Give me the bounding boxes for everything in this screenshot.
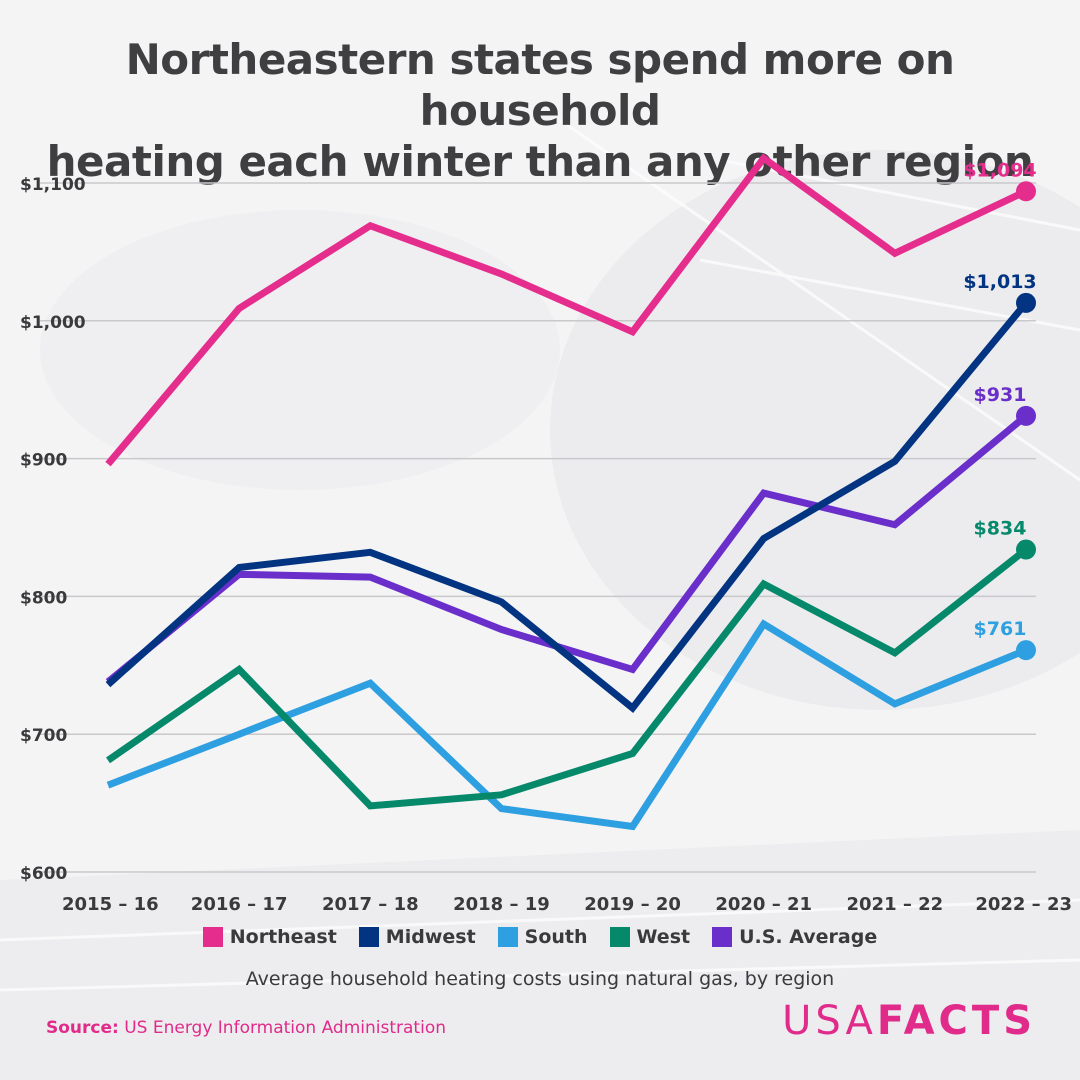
legend-swatch-midwest: [358, 927, 379, 947]
series-end-label-northeast: $1,094: [963, 159, 1036, 181]
series-lines: [105, 153, 1029, 831]
x-tick-label-2015-16: 2015 – 16: [62, 894, 159, 915]
series-end-label-u-s-average: $931: [974, 384, 1027, 406]
x-tick-label-2016-17: 2016 – 17: [191, 894, 288, 915]
series-line-midwest: [105, 300, 1029, 713]
series-end-label-west: $834: [974, 518, 1027, 540]
x-tick-label-2022-23: 2022 – 23: [975, 894, 1072, 915]
legend-item-midwest: Midwest: [358, 926, 476, 948]
legend: Northeast Midwest South West U.S. Averag…: [0, 926, 1080, 948]
legend-label-west: West: [636, 926, 691, 948]
x-tick-label-2020-21: 2020 – 21: [715, 894, 812, 915]
chart-title: Northeastern states spend more on househ…: [0, 34, 1080, 187]
source-note: Source: US Energy Information Administra…: [46, 1018, 446, 1038]
series-end-marker-u-s-average: [1016, 405, 1036, 426]
legend-label-midwest: Midwest: [385, 926, 476, 948]
x-tick-label-2021-22: 2021 – 22: [847, 894, 944, 915]
logo-text-usa: USA: [782, 998, 877, 1044]
series-end-markers: [1016, 181, 1036, 661]
legend-swatch-west: [609, 927, 630, 947]
series-line-south: [106, 619, 1028, 831]
series-line-west: [106, 546, 1029, 810]
legend-item-northeast: Northeast: [202, 926, 337, 948]
legend-item-west: West: [609, 926, 691, 948]
source-text: US Energy Information Administration: [124, 1018, 446, 1038]
legend-item-us-average: U.S. Average: [712, 926, 877, 948]
y-tick-label-600: $600: [20, 864, 67, 884]
legend-swatch-us-average: [712, 927, 733, 947]
legend-swatch-south: [497, 927, 518, 947]
y-tick-label-1000: $1,000: [20, 313, 86, 333]
series-end-marker-south: [1016, 640, 1036, 661]
x-tick-label-2019-20: 2019 – 20: [584, 894, 681, 915]
series-end-marker-northeast: [1016, 181, 1036, 202]
legend-swatch-northeast: [202, 927, 223, 947]
y-axis-tick-labels: $600 $700 $800 $900 $1,000 $1,100: [20, 175, 86, 884]
x-tick-label-2018-19: 2018 – 19: [453, 894, 550, 915]
series-line-northeast: [105, 153, 1028, 467]
source-label: Source:: [46, 1018, 119, 1038]
legend-label-us-average: U.S. Average: [739, 926, 878, 948]
legend-item-south: South: [497, 926, 588, 948]
series-end-marker-west: [1016, 539, 1036, 560]
chart-title-line-1: Northeastern states spend more on househ…: [125, 35, 955, 135]
chart-subtitle: Average household heating costs using na…: [245, 968, 835, 990]
series-end-label-south: $761: [974, 618, 1027, 640]
y-tick-label-800: $800: [20, 588, 67, 608]
legend-label-northeast: Northeast: [229, 926, 337, 948]
logo-text-facts: FACTS: [876, 998, 1036, 1044]
y-tick-label-1100: $1,100: [20, 175, 86, 195]
chart-title-line-2: heating each winter than any other regio…: [46, 137, 1034, 186]
y-tick-label-900: $900: [20, 451, 67, 471]
y-tick-label-700: $700: [20, 726, 67, 746]
x-tick-label-2017-18: 2017 – 18: [322, 894, 419, 915]
series-line-u-s-average: [105, 413, 1029, 685]
legend-label-south: South: [524, 926, 588, 948]
series-end-labels: $761 $834 $931 $1,013 $1,094: [963, 159, 1036, 640]
series-end-label-midwest: $1,013: [963, 271, 1036, 293]
x-axis-tick-labels: 2015 – 16 2016 – 17 2017 – 18 2018 – 19 2019…: [62, 894, 1072, 915]
usafacts-logo: USAFACTS: [782, 998, 1036, 1044]
series-end-marker-midwest: [1016, 292, 1036, 313]
